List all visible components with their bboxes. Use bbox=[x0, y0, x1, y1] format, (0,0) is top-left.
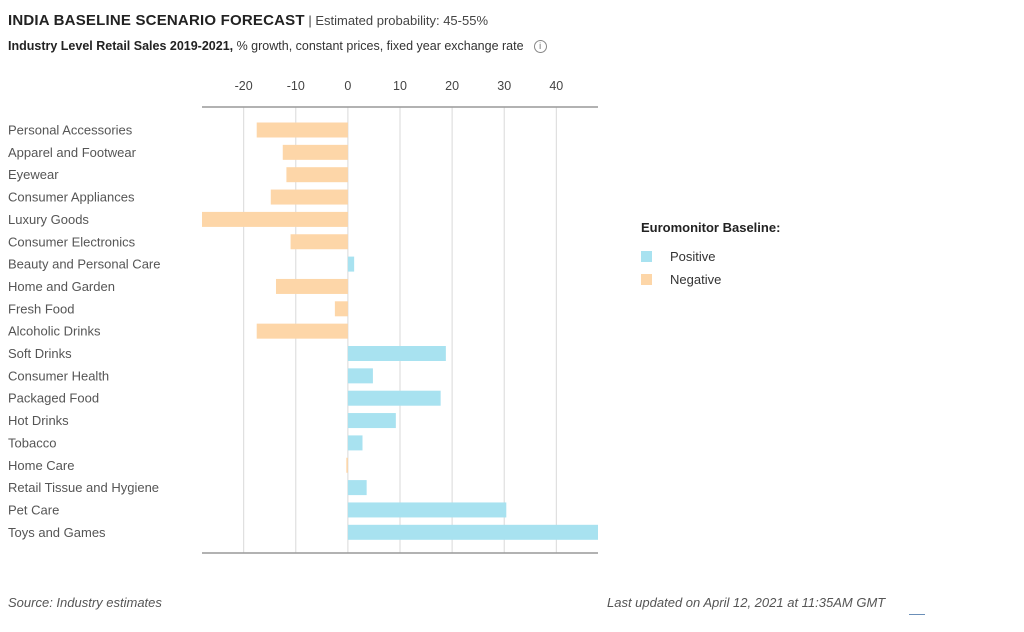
x-tick-label: 40 bbox=[549, 79, 563, 93]
x-tick-label: 10 bbox=[393, 79, 407, 93]
legend-item-negative[interactable]: Negative bbox=[641, 268, 780, 291]
category-label: Personal Accessories bbox=[8, 123, 133, 138]
bar-alcoholic-drinks bbox=[256, 323, 348, 339]
bar-fresh-food bbox=[334, 301, 348, 317]
legend-swatch-positive bbox=[641, 251, 652, 262]
last-updated-note: Last updated on April 12, 2021 at 11:35A… bbox=[607, 595, 886, 610]
bar-soft-drinks bbox=[347, 346, 446, 361]
chart-subtitle: % growth, constant prices, fixed year ex… bbox=[233, 39, 524, 53]
category-label: Soft Drinks bbox=[8, 346, 72, 361]
legend-title: Euromonitor Baseline: bbox=[641, 220, 781, 235]
category-label: Consumer Electronics bbox=[8, 234, 136, 249]
category-label: Packaged Food bbox=[8, 391, 99, 406]
legend: Euromonitor Baseline: Positive Negative bbox=[641, 220, 780, 291]
bar-packaged-food bbox=[347, 390, 441, 406]
x-tick-label: 0 bbox=[344, 79, 351, 93]
category-label: Toys and Games bbox=[8, 525, 106, 540]
chart-title: INDIA BASELINE SCENARIO FORECAST bbox=[8, 12, 305, 29]
bar-luxury-goods bbox=[202, 211, 348, 227]
category-label: Apparel and Footwear bbox=[8, 145, 137, 160]
bar-pet-care bbox=[347, 502, 507, 518]
bar-eyewear bbox=[286, 167, 348, 183]
bar-consumer-electronics bbox=[290, 234, 348, 250]
bar-tobacco bbox=[347, 435, 363, 451]
x-tick-label: -10 bbox=[287, 79, 305, 93]
chart-subtitle-bold: Industry Level Retail Sales 2019-2021, bbox=[8, 39, 234, 53]
footer-underline-mark bbox=[909, 614, 925, 615]
category-label: Consumer Appliances bbox=[8, 190, 135, 205]
chart-subtitle-row: Industry Level Retail Sales 2019-2021, %… bbox=[8, 39, 547, 54]
bar-toys-and-games bbox=[347, 524, 598, 540]
category-label: Hot Drinks bbox=[8, 413, 69, 428]
legend-item-positive[interactable]: Positive bbox=[641, 245, 780, 268]
bar-hot-drinks bbox=[347, 413, 396, 429]
legend-swatch-negative bbox=[641, 274, 652, 285]
bar-home-and-garden bbox=[275, 278, 348, 294]
category-label: Eyewear bbox=[8, 167, 59, 182]
category-label: Beauty and Personal Care bbox=[8, 257, 160, 272]
category-label: Alcoholic Drinks bbox=[8, 324, 101, 339]
bar-consumer-health bbox=[347, 368, 373, 384]
probability-label: Estimated probability: 45-55% bbox=[315, 13, 489, 28]
bar-home-care bbox=[346, 457, 348, 473]
category-label: Consumer Health bbox=[8, 368, 109, 383]
bar-apparel-and-footwear bbox=[282, 144, 348, 160]
chart-title-row: INDIA BASELINE SCENARIO FORECAST | Estim… bbox=[8, 12, 488, 29]
bar-personal-accessories bbox=[256, 122, 348, 138]
category-label: Tobacco bbox=[8, 435, 56, 450]
source-note: Source: Industry estimates bbox=[8, 595, 162, 610]
category-label: Home and Garden bbox=[8, 279, 115, 294]
category-label: Home Care bbox=[8, 458, 74, 473]
category-label: Retail Tissue and Hygiene bbox=[8, 480, 159, 495]
category-label: Pet Care bbox=[8, 502, 59, 517]
bar-retail-tissue-and-hygiene bbox=[347, 480, 367, 496]
x-tick-label: 20 bbox=[445, 79, 459, 93]
bar-beauty-and-personal-care bbox=[347, 256, 355, 272]
legend-label-negative: Negative bbox=[670, 272, 722, 287]
category-label: Fresh Food bbox=[8, 301, 74, 316]
info-icon[interactable]: i bbox=[533, 40, 547, 54]
x-tick-label: 30 bbox=[497, 79, 511, 93]
category-label: Luxury Goods bbox=[8, 212, 89, 227]
legend-label-positive: Positive bbox=[670, 249, 716, 264]
bar-chart: -20 -10 0 10 20 30 40 Personal Accessories Appar… bbox=[8, 79, 598, 554]
bar-consumer-appliances bbox=[270, 189, 348, 205]
x-tick-label: -20 bbox=[235, 79, 253, 93]
title-separator: | bbox=[304, 13, 316, 28]
